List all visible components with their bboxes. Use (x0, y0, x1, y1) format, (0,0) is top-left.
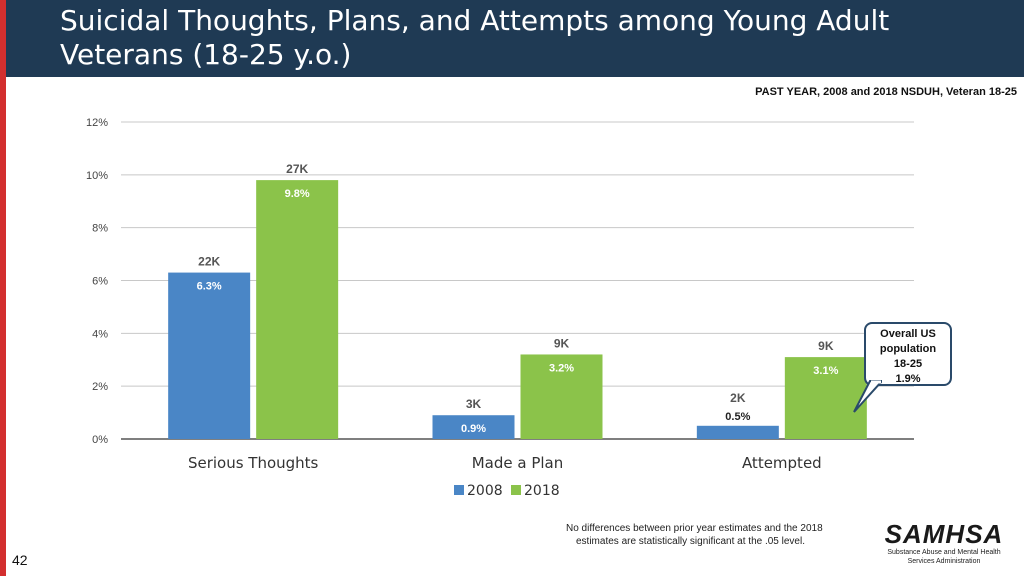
data-label: 0.5% (725, 411, 750, 423)
data-label: 0.9% (461, 423, 486, 435)
callout-line: Overall US (880, 328, 936, 340)
footnote-line: No differences between prior year estima… (566, 523, 823, 534)
count-label: 22K (198, 255, 220, 269)
bar-2008 (168, 272, 251, 439)
callout-pointer (853, 380, 882, 413)
legend-label: 2008 (467, 483, 503, 499)
footnote: No differences between prior year estima… (566, 522, 856, 548)
samhsa-logo: SAMHSA Substance Abuse and Mental Health… (884, 520, 1004, 566)
accent-bar (0, 0, 6, 576)
logo-subtitle: Services Administration (907, 558, 981, 565)
y-tick-label: 6% (92, 276, 108, 288)
count-label: 9K (818, 339, 834, 353)
y-tick-label: 0% (92, 434, 108, 446)
legend-swatch-2008 (454, 485, 464, 495)
y-tick-label: 12% (86, 117, 108, 129)
legend-swatch-2018 (511, 485, 521, 495)
legend-label: 2018 (524, 483, 560, 499)
count-label: 27K (286, 162, 308, 176)
logo-name: SAMHSA (884, 519, 1004, 549)
x-tick-label: Made a Plan (472, 454, 564, 472)
slide-title: Suicidal Thoughts, Plans, and Attempts a… (60, 4, 960, 72)
count-label: 2K (730, 391, 746, 405)
title-line-1: Suicidal Thoughts, Plans, and Attempts a… (60, 4, 890, 37)
title-banner (6, 0, 1024, 77)
data-label: 3.2% (549, 362, 574, 374)
y-tick-label: 4% (92, 328, 108, 340)
x-tick-label: Serious Thoughts (188, 454, 319, 472)
y-tick-label: 2% (92, 381, 108, 393)
logo-subtitle: Substance Abuse and Mental Health (887, 549, 1001, 556)
bar-chart: 0% 2% 4% 6% 8% 10% 12% 6.3% 22K 9.8% 27K Serious Th… (86, 117, 914, 499)
page-number: 42 (12, 552, 28, 568)
count-label: 3K (466, 397, 482, 411)
footnote-line: estimates are statistically significant … (576, 536, 805, 547)
y-tick-label: 10% (86, 170, 108, 182)
callout-line: population (879, 343, 937, 355)
bar-2018 (256, 180, 339, 439)
bar-2008 (432, 415, 515, 439)
callout-line: 1.9% (895, 373, 921, 385)
callout-line: 18-25 (893, 358, 923, 370)
bar-2018 (784, 357, 867, 439)
title-line-2: Veterans (18-25 y.o.) (60, 38, 352, 71)
count-label: 9K (554, 336, 570, 350)
data-label: 6.3% (197, 281, 222, 293)
bar-2008 (696, 425, 779, 439)
x-tick-label: Attempted (742, 454, 822, 472)
bar-2018 (520, 354, 603, 439)
callout-bubble: Overall US population 18-25 1.9% (864, 322, 952, 386)
y-tick-label: 8% (92, 223, 108, 235)
data-label: 3.1% (813, 365, 838, 377)
source-label: PAST YEAR, 2008 and 2018 NSDUH, Veteran … (755, 86, 1017, 98)
data-label: 9.8% (285, 188, 310, 200)
